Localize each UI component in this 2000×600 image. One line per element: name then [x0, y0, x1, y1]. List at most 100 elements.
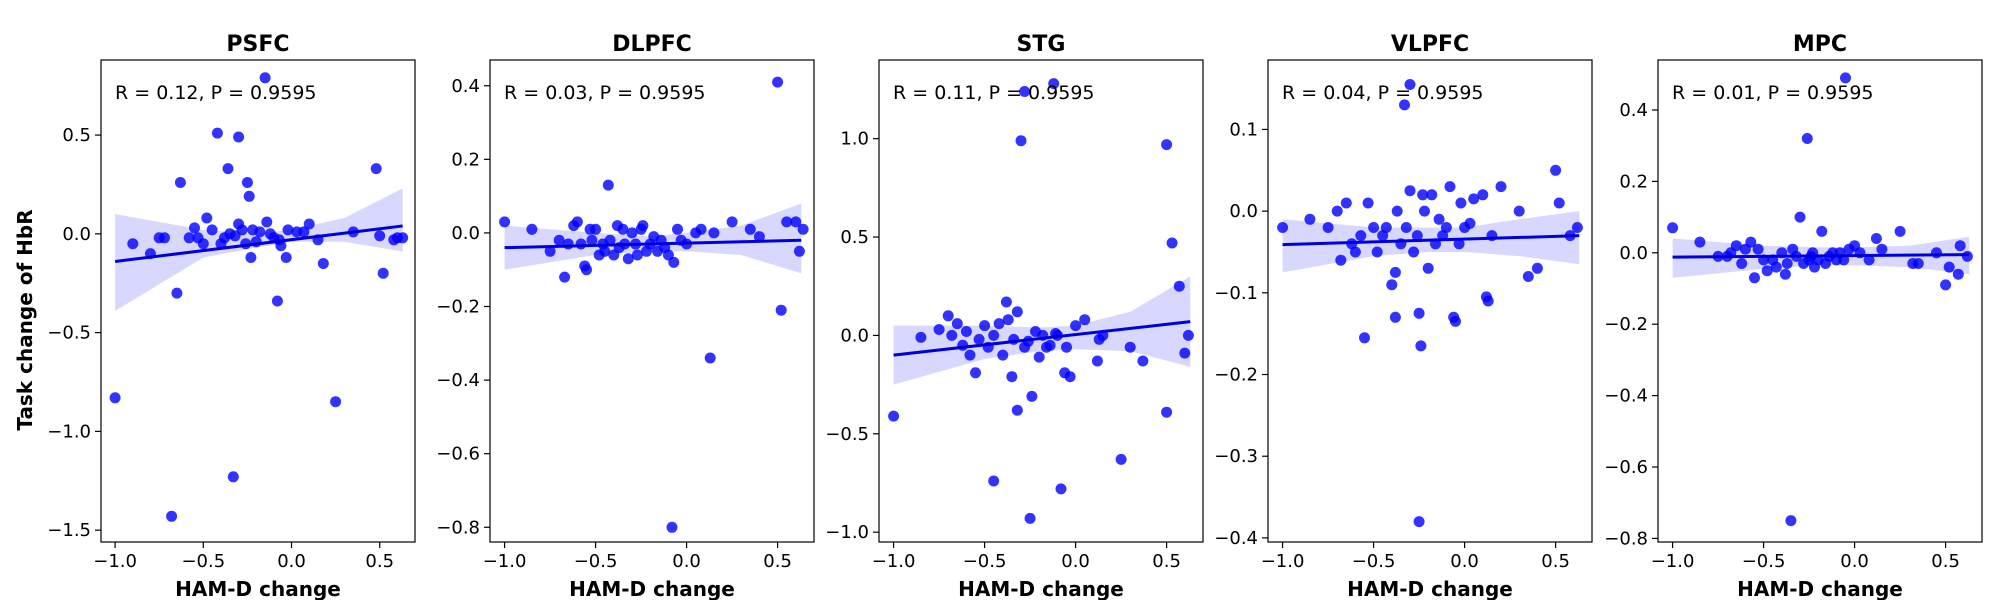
panel-title: VLPFC: [1391, 32, 1469, 57]
data-point: [370, 163, 382, 175]
data-point: [1380, 222, 1392, 233]
y-tick-label: 0.2: [1619, 171, 1648, 192]
data-point: [1002, 314, 1014, 326]
data-point: [222, 163, 234, 175]
data-point: [1024, 512, 1036, 524]
data-point: [1413, 307, 1425, 319]
data-point: [1550, 164, 1562, 176]
data-point: [1411, 230, 1423, 242]
data-point: [1736, 258, 1748, 269]
y-tick-label: −0.6: [1604, 457, 1648, 478]
panels: −1.0 −0.5 0.0 0.5−1.5−1.0−0.50.00.5PSFCHAM-…: [47, 32, 1983, 600]
y-tick-label: 0.0: [1229, 201, 1258, 222]
data-point: [1161, 139, 1173, 151]
x-axis-label: HAM-D change: [175, 577, 341, 600]
data-point: [1019, 86, 1031, 97]
regression-line: [893, 320, 1191, 357]
data-point: [1482, 295, 1494, 307]
data-point: [946, 329, 958, 341]
data-point: [317, 258, 329, 269]
y-tick-label: −0.5: [47, 323, 91, 344]
x-tick-label: 0.5: [1931, 551, 1960, 572]
data-point: [1011, 306, 1023, 318]
regression-line: [114, 224, 403, 263]
data-point: [1495, 181, 1507, 193]
data-point: [397, 232, 409, 244]
data-point: [590, 223, 602, 235]
data-point: [245, 252, 257, 263]
data-point: [1779, 268, 1791, 280]
data-point: [206, 224, 218, 236]
data-point: [979, 320, 991, 332]
y-tick-label: −0.1: [1214, 283, 1258, 304]
data-point: [933, 324, 945, 335]
data-point: [243, 190, 255, 202]
data-point: [233, 131, 245, 143]
regression-line: [504, 238, 802, 250]
data-point: [127, 238, 139, 250]
data-point: [1000, 296, 1012, 308]
y-tick-label: 0.0: [840, 325, 869, 346]
data-point: [1137, 355, 1149, 367]
y-tick-label: 0.4: [1619, 100, 1648, 121]
x-tick-label: 0.5: [1152, 551, 1181, 572]
panel-title: DLPFC: [612, 32, 692, 57]
data-point: [1943, 261, 1955, 273]
y-tick-label: 0.0: [451, 223, 480, 244]
stats-annotation: R = 0.11, P = 0.9595: [893, 82, 1095, 104]
panel-vlpfc: −1.0 −0.5 0.0 0.5 −0.4 −0.3 −0.2 −0.1 0.0 0.1 VLPF…: [1214, 32, 1593, 600]
data-point: [1667, 222, 1679, 234]
data-point: [1444, 181, 1456, 193]
data-point: [227, 471, 239, 483]
data-point: [282, 224, 294, 236]
data-point: [1870, 233, 1882, 244]
data-point: [1419, 205, 1430, 217]
data-point: [672, 223, 683, 235]
data-point: [951, 318, 963, 330]
x-axis-label: HAM-D change: [1347, 577, 1513, 600]
data-point: [1863, 254, 1875, 266]
data-point: [201, 212, 213, 224]
x-tick-label: 0.0: [1061, 551, 1090, 572]
x-tick-label: 0.0: [1450, 551, 1479, 572]
data-point: [1359, 332, 1370, 344]
data-point: [166, 510, 178, 522]
data-point: [993, 318, 1005, 330]
y-tick-label: −0.4: [1604, 386, 1648, 407]
data-point: [915, 331, 927, 343]
data-point: [1335, 254, 1347, 266]
data-point: [1571, 222, 1583, 233]
x-tick-label: −0.5: [1352, 551, 1396, 572]
x-tick-label: −0.5: [963, 551, 1007, 572]
y-tick-label: 0.2: [451, 149, 480, 170]
x-tick-label: 0.5: [763, 551, 792, 572]
data-point: [171, 287, 183, 299]
data-point: [1785, 515, 1797, 527]
data-point: [1064, 371, 1076, 383]
x-tick-label: −1.0: [1651, 551, 1695, 572]
plot-area: [888, 78, 1194, 524]
data-point: [1513, 205, 1525, 217]
y-tick-label: −1.0: [825, 522, 869, 543]
data-point: [374, 230, 386, 242]
data-point: [1961, 250, 1973, 262]
data-point: [559, 271, 571, 283]
data-point: [211, 127, 223, 139]
y-tick-label: −0.4: [436, 370, 480, 391]
data-point: [970, 367, 981, 379]
y-tick-label: 0.0: [62, 224, 91, 245]
data-point: [1061, 341, 1072, 353]
data-point: [1954, 240, 1966, 252]
data-point: [261, 216, 273, 228]
x-tick-label: 0.0: [1840, 551, 1869, 572]
panel-psfc: −1.0 −0.5 0.0 0.5−1.5−1.0−0.50.00.5PSFCHAM-…: [47, 32, 416, 600]
data-point: [775, 304, 787, 316]
data-point: [753, 231, 765, 243]
data-point: [197, 238, 209, 250]
data-point: [553, 234, 565, 246]
data-point: [1124, 341, 1136, 353]
data-point: [964, 349, 976, 361]
data-point: [790, 216, 802, 228]
data-point: [159, 232, 170, 244]
